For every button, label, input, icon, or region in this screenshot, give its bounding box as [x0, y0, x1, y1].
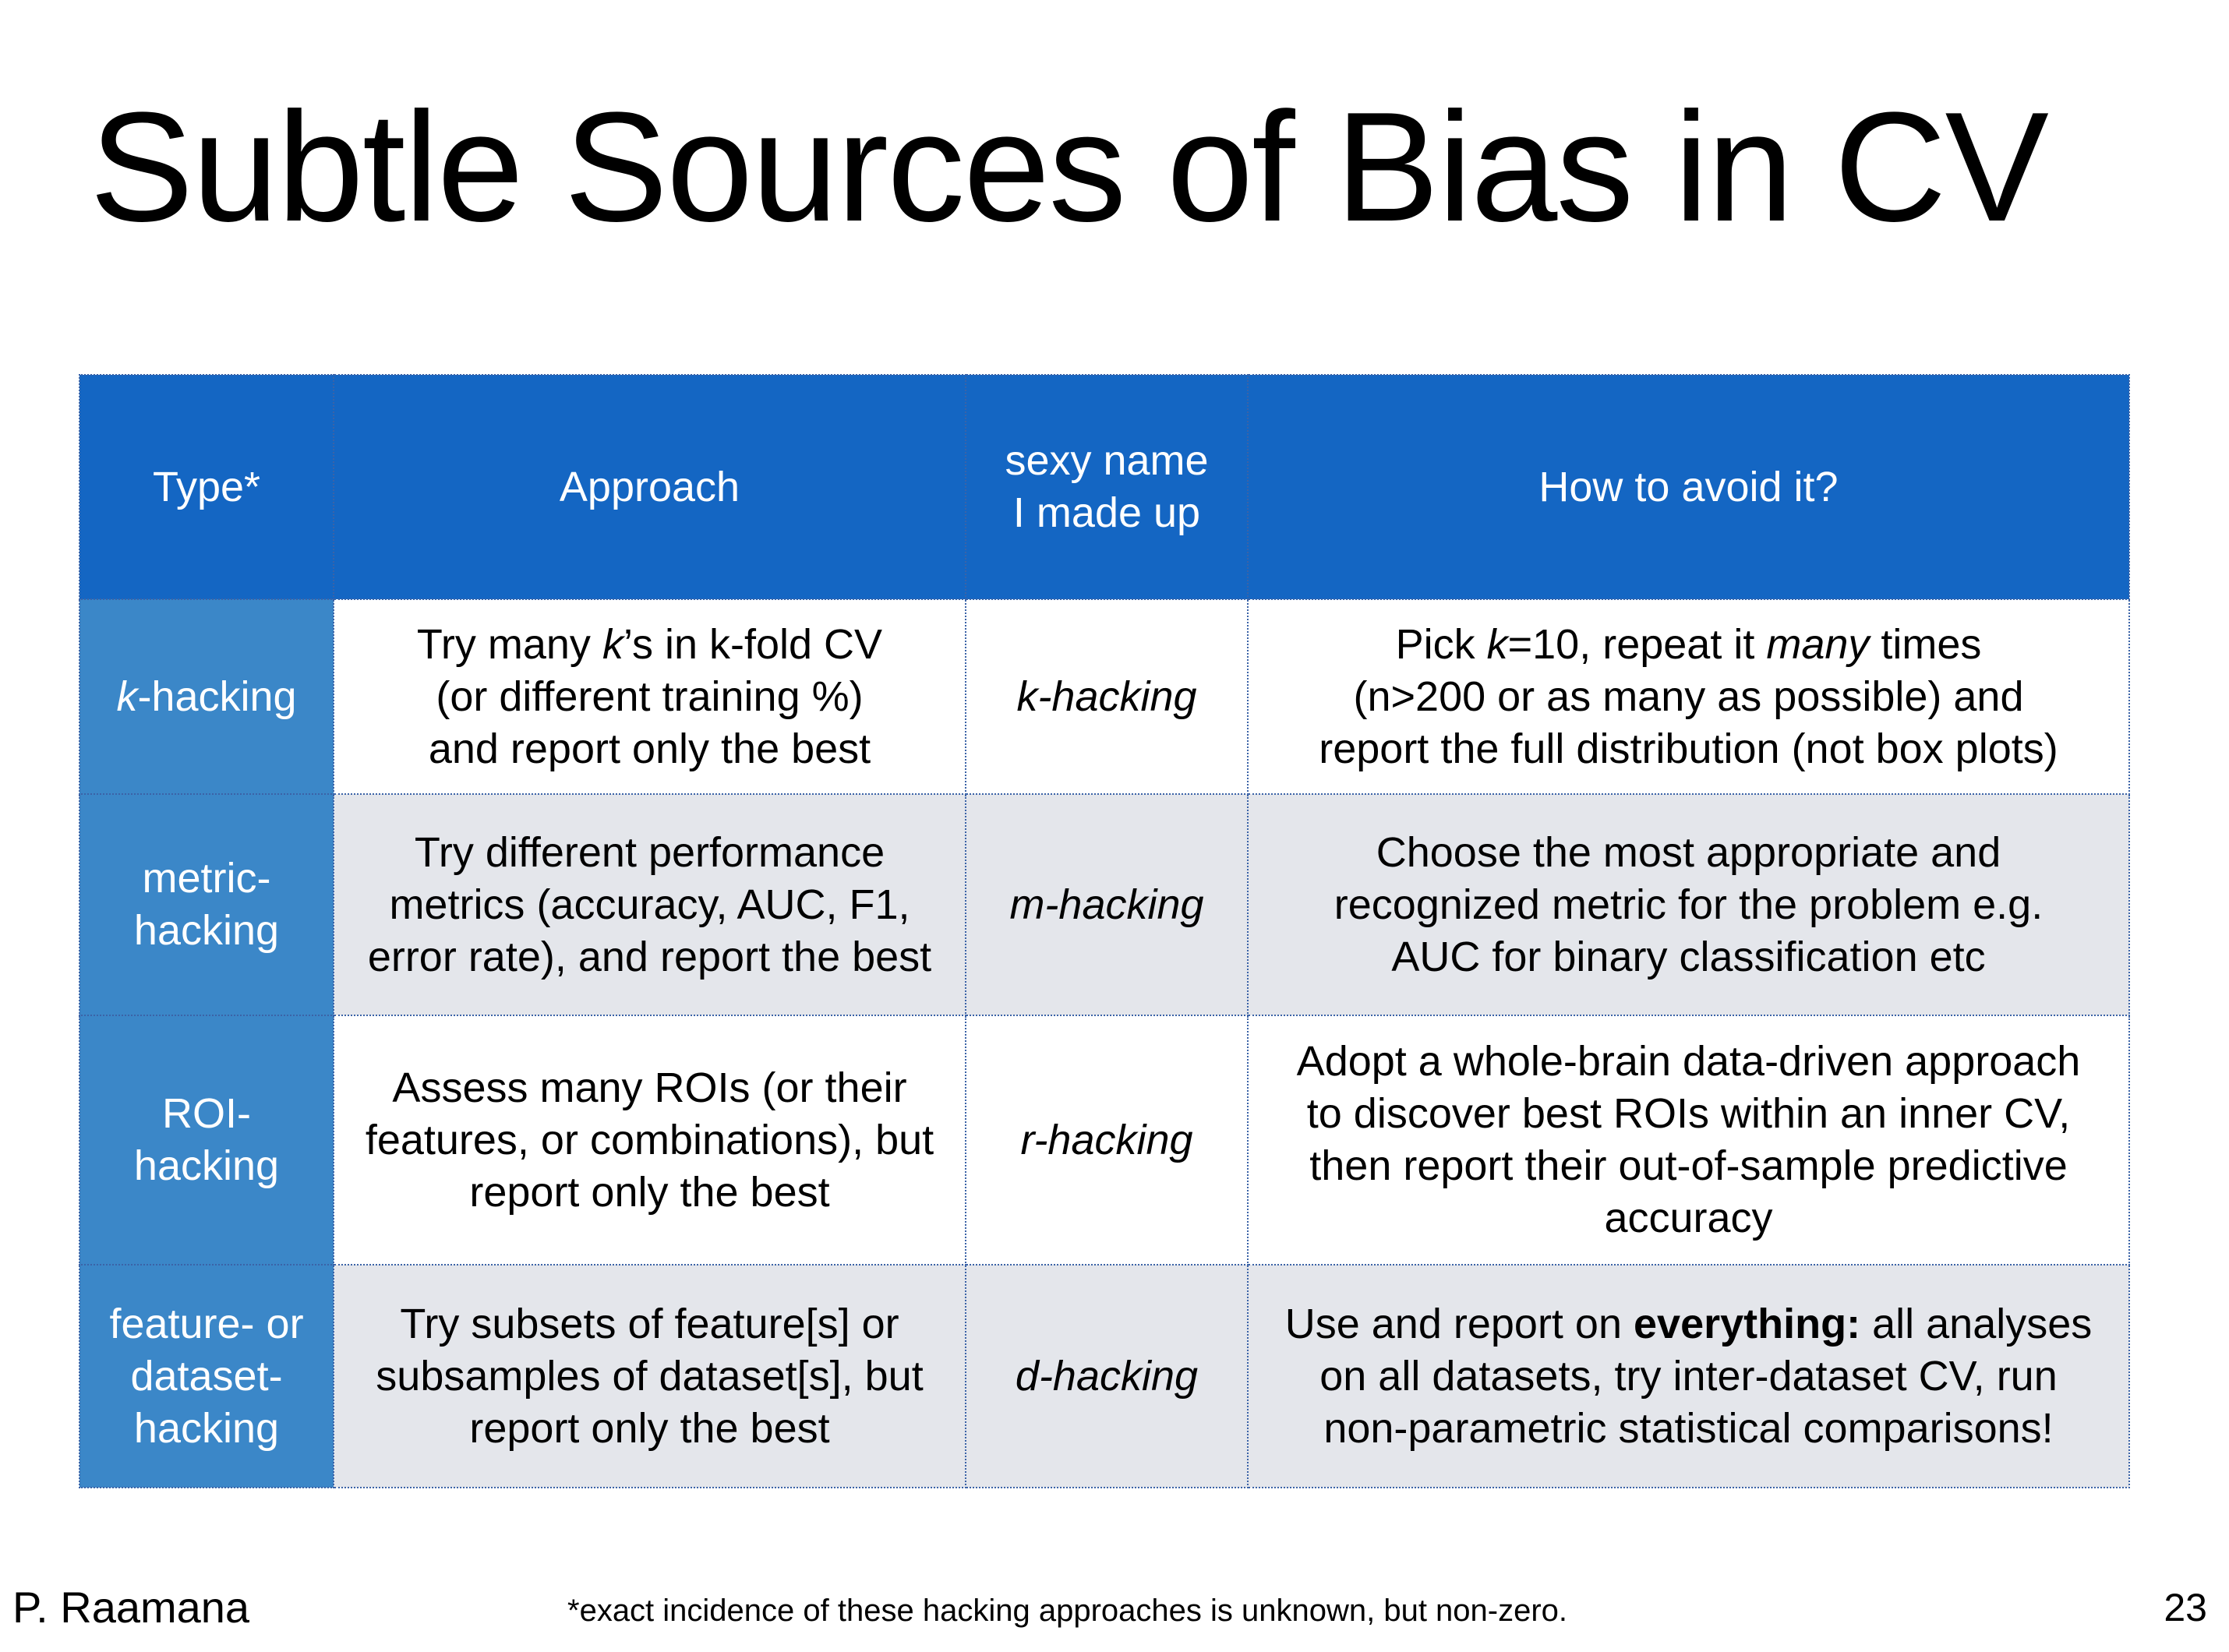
- header-sexy-name: sexy name I made up: [965, 374, 1249, 600]
- type-line: hacking: [133, 1142, 280, 1189]
- author-name: P. Raamana: [12, 1583, 250, 1632]
- approach-line: (or different training %): [436, 672, 864, 720]
- row-approach: Try subsets of feature[s] or subsamples …: [333, 1264, 966, 1488]
- approach-line: subsamples of dataset[s], but: [376, 1352, 924, 1400]
- avoid-line: AUC for binary classification etc: [1391, 933, 1986, 980]
- row-sexy-name: m-hacking: [965, 793, 1249, 1016]
- avoid-line: Pick k=10, repeat it many times: [1259, 619, 2118, 671]
- row-approach: Try different performance metrics (accur…: [333, 793, 966, 1016]
- row-avoid: Pick k=10, repeat it many times (n>200 o…: [1247, 598, 2130, 795]
- header-avoid: How to avoid it?: [1247, 374, 2130, 600]
- approach-italic: k: [602, 620, 623, 668]
- avoid-text: =10, repeat it: [1507, 620, 1767, 668]
- avoid-line: on all datasets, try inter-dataset CV, r…: [1319, 1352, 2058, 1400]
- avoid-text: all analyses: [1860, 1300, 2093, 1347]
- avoid-bold: everything:: [1634, 1300, 1861, 1347]
- row-type: feature- or dataset- hacking: [79, 1264, 334, 1488]
- slide-title: Subtle Sources of Bias in CV: [90, 80, 2049, 254]
- table-row: metric- hacking Try different performanc…: [79, 793, 2130, 1016]
- approach-line: and report only the best: [428, 725, 871, 772]
- header-type: Type*: [79, 374, 334, 600]
- type-line: ROI-: [162, 1090, 251, 1137]
- row-type: metric- hacking: [79, 793, 334, 1016]
- row-avoid: Use and report on everything: all analys…: [1247, 1264, 2130, 1488]
- type-line: hacking: [133, 907, 280, 954]
- approach-line: features, or combinations), but: [365, 1116, 934, 1163]
- approach-text: Try many: [416, 620, 602, 668]
- row-approach: Try many k’s in k-fold CV (or different …: [333, 598, 966, 795]
- row-type: k-hacking: [79, 598, 334, 795]
- approach-line: report only the best: [469, 1404, 830, 1452]
- row-sexy-name: d-hacking: [965, 1264, 1249, 1488]
- type-line: dataset-: [130, 1352, 283, 1400]
- footnote: *exact incidence of these hacking approa…: [567, 1594, 1568, 1628]
- row-type: ROI- hacking: [79, 1015, 334, 1265]
- avoid-italic: k: [1486, 620, 1508, 668]
- type-italic-k: k: [116, 672, 138, 720]
- header-sexy-name-line1: sexy name: [1005, 437, 1209, 484]
- row-approach: Assess many ROIs (or their features, or …: [333, 1015, 966, 1265]
- approach-text: ’s in k-fold CV: [623, 620, 883, 668]
- row-sexy-name: k-hacking: [965, 598, 1249, 795]
- avoid-italic: many: [1766, 620, 1870, 668]
- approach-line: Try many k’s in k-fold CV: [345, 619, 954, 671]
- avoid-line: Use and report on everything: all analys…: [1259, 1298, 2118, 1350]
- avoid-line: (n>200 or as many as possible) and: [1353, 672, 2024, 720]
- avoid-line: Adopt a whole-brain data-driven approach: [1296, 1038, 2081, 1085]
- approach-line: error rate), and report the best: [367, 933, 932, 980]
- avoid-line: then report their out-of-sample predicti…: [1309, 1142, 2068, 1189]
- avoid-line: to discover best ROIs within an inner CV…: [1306, 1090, 2071, 1137]
- type-line: metric-: [142, 855, 271, 902]
- table-row: k-hacking Try many k’s in k-fold CV (or …: [79, 598, 2130, 795]
- avoid-line: recognized metric for the problem e.g.: [1334, 881, 2044, 928]
- avoid-line: accuracy: [1604, 1195, 1773, 1241]
- approach-line: metrics (accuracy, AUC, F1,: [389, 881, 910, 928]
- table-row: feature- or dataset- hacking Try subsets…: [79, 1264, 2130, 1488]
- row-avoid: Adopt a whole-brain data-driven approach…: [1247, 1015, 2130, 1265]
- row-sexy-name: r-hacking: [965, 1015, 1249, 1265]
- row-avoid: Choose the most appropriate and recogniz…: [1247, 793, 2130, 1016]
- approach-line: Assess many ROIs (or their: [392, 1064, 907, 1111]
- page-number: 23: [2164, 1586, 2207, 1629]
- approach-line: report only the best: [469, 1168, 830, 1216]
- avoid-line: Choose the most appropriate and: [1376, 828, 2001, 876]
- approach-line: Try different performance: [414, 828, 885, 876]
- table-row: ROI- hacking Assess many ROIs (or their …: [79, 1015, 2130, 1265]
- type-line: feature- or: [109, 1300, 304, 1347]
- avoid-text: Use and report on: [1284, 1300, 1634, 1347]
- avoid-line: report the full distribution (not box pl…: [1319, 725, 2058, 772]
- avoid-line: non-parametric statistical comparisons!: [1323, 1404, 2054, 1452]
- approach-line: Try subsets of feature[s] or: [400, 1300, 899, 1347]
- header-sexy-name-line2: I made up: [1012, 489, 1201, 536]
- bias-table: Type* Approach sexy name I made up How t…: [79, 374, 2130, 1488]
- type-line: hacking: [133, 1404, 280, 1452]
- type-rest: -hacking: [137, 672, 297, 720]
- header-row: Type* Approach sexy name I made up How t…: [79, 374, 2130, 600]
- header-approach: Approach: [333, 374, 966, 600]
- avoid-text: Pick: [1395, 620, 1487, 668]
- avoid-text: times: [1869, 620, 1982, 668]
